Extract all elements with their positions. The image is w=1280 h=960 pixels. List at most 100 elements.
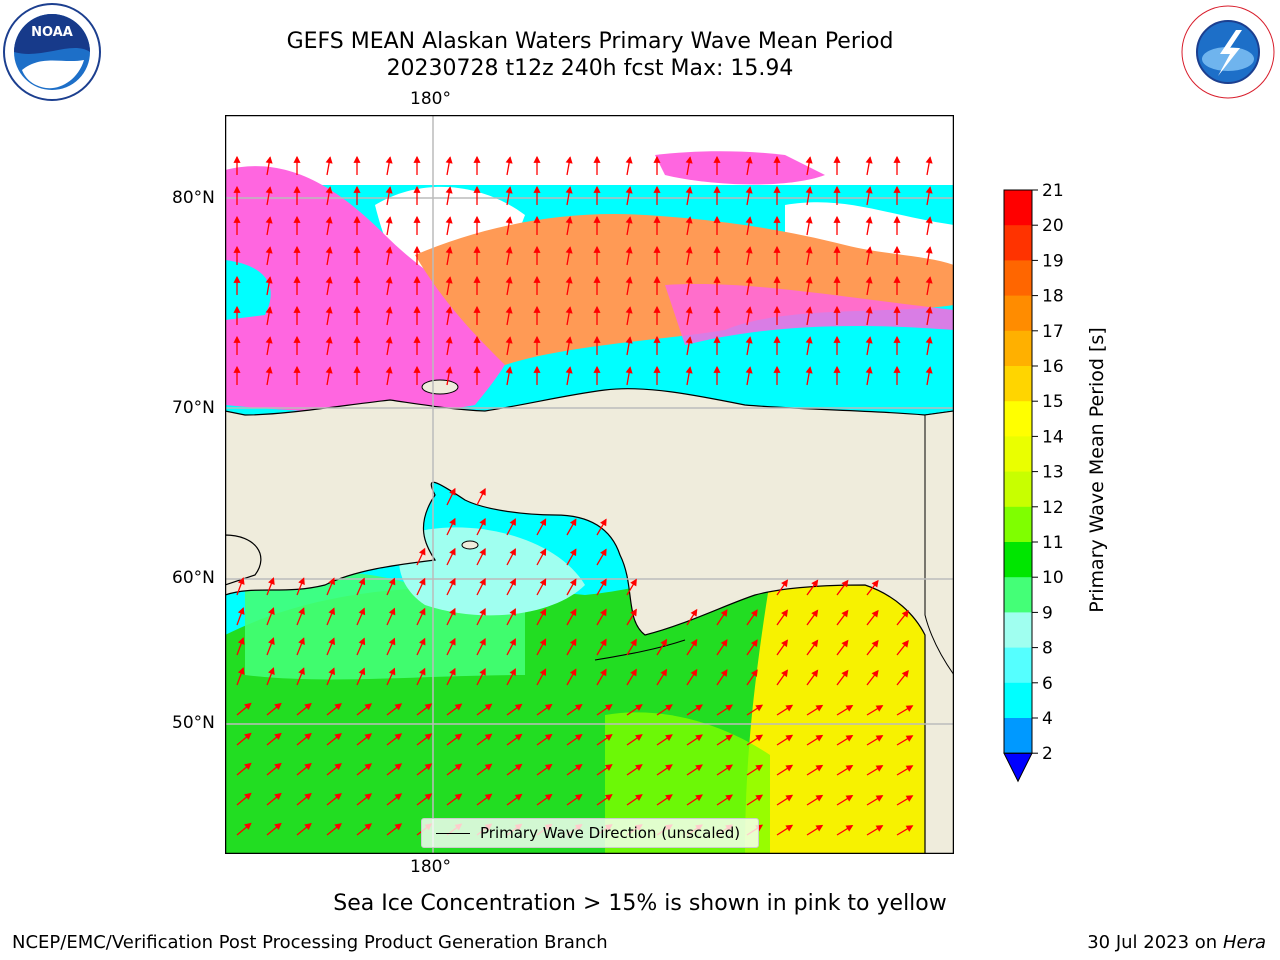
wave-arrow-head [685, 366, 693, 374]
wave-arrow-head [413, 245, 421, 253]
wave-arrow-head [600, 578, 607, 587]
wave-arrow-head [901, 610, 909, 618]
wave-arrow-head [445, 216, 453, 224]
wave-arrow-head [233, 305, 241, 313]
wave-arrow-head [454, 763, 463, 771]
st-lawrence-island [461, 540, 479, 550]
wave-arrow-head [785, 794, 794, 802]
wave-arrow-head [569, 578, 577, 587]
wave-arrow-head [565, 276, 573, 284]
wave-arrow-head [533, 155, 541, 163]
wave-arrow-head [925, 246, 933, 254]
wave-arrow-head [424, 703, 433, 711]
colorbar-tick-label: 13 [1042, 463, 1064, 483]
wave-arrow-head [893, 365, 901, 373]
wave-arrow-head [893, 275, 901, 283]
wave-arrow-head [625, 306, 633, 314]
wave-arrow-head [514, 793, 523, 801]
open-water-west [225, 260, 271, 320]
wave-arrow-head [593, 155, 601, 163]
wave-arrow-head [665, 794, 673, 802]
wave-arrow-head [893, 185, 901, 193]
wave-arrow-head [388, 667, 396, 676]
wave-arrow-head [574, 733, 583, 741]
sea-ice-north-patch [655, 151, 825, 185]
wave-arrow-head [394, 823, 403, 831]
wave-arrow-head [653, 365, 661, 373]
wave-arrow-head [865, 216, 873, 224]
wave-arrow-head [233, 365, 241, 373]
wave-arrow-head [358, 577, 366, 586]
wave-arrow-head [298, 607, 305, 616]
wave-arrow-head [418, 607, 426, 616]
wave-arrow-head [385, 366, 393, 374]
colorbar-tick-label: 19 [1042, 251, 1064, 271]
wave-arrow-head [565, 156, 573, 164]
wave-arrow-head [865, 246, 873, 254]
wave-arrow-head [805, 246, 813, 254]
wave-arrow-head [265, 366, 273, 374]
wave-arrow-head [244, 732, 252, 740]
wave-arrow-head [449, 607, 456, 616]
wave-arrow-head [773, 335, 781, 343]
wave-arrow-head [304, 702, 312, 711]
wave-arrow-head [244, 792, 252, 800]
aleutian-islands [594, 639, 686, 661]
wave-arrow-head [565, 216, 573, 224]
colorbar: 21 20 19 18 17 16 15 14 13 12 11 10 9 8 6 4 2 [1003, 181, 1064, 783]
wave-arrow-head [630, 608, 637, 617]
colorbar-tick-label: 12 [1042, 498, 1064, 518]
wave-arrow-head [720, 609, 728, 617]
wave-arrow-head [544, 763, 553, 771]
wave-arrow-head [925, 306, 933, 314]
wave-arrow-head [725, 794, 733, 802]
wave-arrow-head [268, 607, 275, 615]
wave-arrow-head [773, 305, 781, 313]
wave-arrow-head [233, 335, 241, 343]
colorbar-cell [1004, 366, 1032, 402]
wave-arrow-head [901, 640, 909, 648]
wave-arrow-head [785, 764, 794, 772]
wave-arrow-head [833, 155, 841, 163]
wave-arrow-head [265, 186, 273, 194]
wave-arrow-head [805, 366, 813, 374]
wave-arrow-head [653, 245, 661, 253]
wave-arrow-head [334, 823, 342, 831]
wave-arrow-head [845, 794, 854, 802]
wave-arrow-head [875, 795, 884, 802]
wave-arrow-head [328, 607, 335, 616]
wave-arrow-head [358, 607, 366, 616]
wave-arrow-head [274, 702, 282, 711]
wave-arrow-head [893, 245, 901, 253]
wave-arrow-head [833, 185, 841, 193]
wave-arrow-head [690, 608, 698, 617]
wave-arrow-head [745, 366, 753, 374]
wave-arrow-head [893, 305, 901, 313]
wave-arrow-head [539, 638, 547, 647]
wave-arrow-head [565, 336, 573, 344]
wave-arrow-head [334, 763, 342, 771]
wave-arrow-head [509, 548, 516, 556]
wave-arrow-head [745, 276, 753, 284]
wave-arrow-head [233, 245, 241, 253]
wave-arrow-head [484, 703, 493, 711]
wave-arrow-head [685, 276, 693, 284]
wave-arrow-head [781, 639, 788, 648]
wave-arrow-head [893, 335, 901, 343]
wave-arrow-head [685, 156, 693, 164]
colorbar-cell [1004, 647, 1032, 684]
wave-arrow-head [720, 669, 728, 677]
wave-arrow-head [845, 704, 854, 712]
wave-arrow-head [841, 639, 849, 648]
wave-arrow-head [514, 733, 523, 741]
wave-arrow-head [745, 336, 753, 344]
wave-arrow-head [505, 336, 513, 344]
wave-arrow-head [328, 637, 335, 646]
colorbar-tick-label: 16 [1042, 357, 1064, 377]
wave-arrow-head [539, 668, 547, 677]
map-legend: Primary Wave Direction (unscaled) [421, 818, 759, 848]
wave-arrow-head [574, 793, 583, 801]
wave-arrow-head [750, 609, 758, 617]
wave-arrow-head [505, 366, 513, 374]
wave-arrow-head [713, 155, 721, 163]
